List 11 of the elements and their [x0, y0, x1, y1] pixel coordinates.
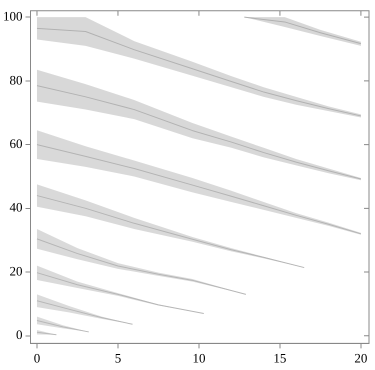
x-tick-label: 0 — [34, 350, 40, 366]
y-tick-label: 60 — [10, 136, 22, 152]
y-tick-label: 40 — [10, 200, 22, 215]
y-tick-label: 100 — [3, 8, 22, 24]
x-tick-label: 5 — [114, 350, 122, 366]
y-tick-label: 20 — [10, 263, 22, 278]
y-tick-label: 80 — [10, 72, 22, 88]
x-tick-label: 15 — [273, 350, 286, 366]
x-tick-label: 10 — [192, 350, 206, 366]
x-tick-label: 20 — [354, 350, 368, 366]
y-tick-label: 0 — [16, 327, 22, 342]
